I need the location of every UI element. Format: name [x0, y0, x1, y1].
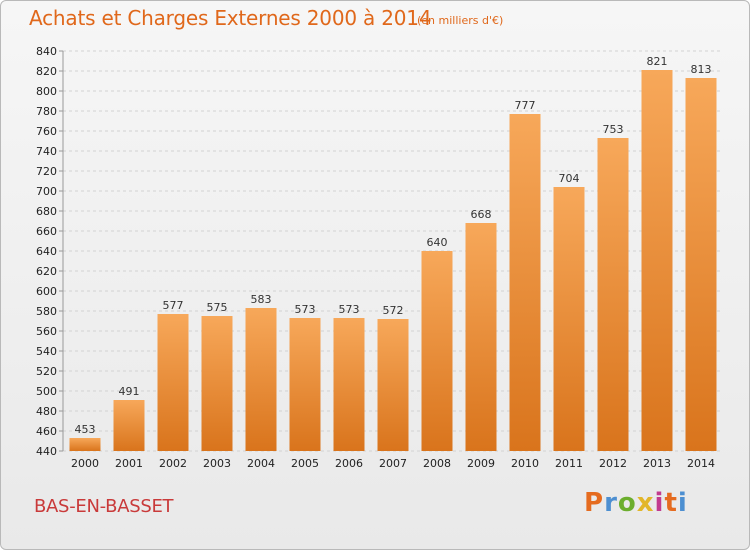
- y-tick-label: 440: [36, 445, 57, 458]
- x-tick-label: 2012: [599, 457, 627, 470]
- logo-letter: P: [584, 488, 605, 518]
- bar-2007: [377, 319, 409, 451]
- bar-2000: [69, 438, 101, 451]
- logo-letter: t: [664, 488, 678, 518]
- x-tick-label: 2010: [511, 457, 539, 470]
- x-tick-label: 2007: [379, 457, 407, 470]
- y-tick-label: 520: [36, 365, 57, 378]
- value-label: 640: [427, 236, 448, 249]
- x-tick-label: 2002: [159, 457, 187, 470]
- commune-name: BAS-EN-BASSET: [34, 496, 174, 517]
- y-tick-label: 540: [36, 345, 57, 358]
- y-tick-label: 780: [36, 105, 57, 118]
- value-label: 572: [383, 304, 404, 317]
- y-tick-label: 600: [36, 285, 57, 298]
- x-tick-label: 2000: [71, 457, 99, 470]
- y-tick-label: 760: [36, 125, 57, 138]
- y-tick-label: 820: [36, 65, 57, 78]
- bar-2004: [245, 308, 277, 451]
- y-axis-ticks: 440 460 480 500 520 540 560 580 600 620 640 660 680 7…: [36, 45, 57, 458]
- y-tick-label: 720: [36, 165, 57, 178]
- value-label: 821: [647, 55, 668, 68]
- bar-2014: [685, 78, 717, 451]
- y-tick-label: 640: [36, 245, 57, 258]
- bar-2013: [641, 70, 673, 451]
- bar-2006: [333, 318, 365, 451]
- logo-letter: r: [604, 488, 618, 518]
- logo-letter: o: [617, 488, 637, 518]
- bar-2010: [509, 114, 541, 451]
- y-tick-label: 460: [36, 425, 57, 438]
- x-tick-label: 2013: [643, 457, 671, 470]
- y-tick-label: 800: [36, 85, 57, 98]
- bar-2012: [597, 138, 629, 451]
- x-tick-label: 2001: [115, 457, 143, 470]
- value-label: 753: [603, 123, 624, 136]
- value-label: 583: [251, 293, 272, 306]
- y-tick-label: 500: [36, 385, 57, 398]
- y-tick-label: 580: [36, 305, 57, 318]
- x-tick-label: 2008: [423, 457, 451, 470]
- value-label: 573: [295, 303, 316, 316]
- x-tick-label: 2006: [335, 457, 363, 470]
- value-label: 453: [75, 423, 96, 436]
- proxiti-logo: Proxiti: [584, 488, 688, 518]
- bars: [69, 70, 717, 451]
- chart-subtitle: (en milliers d'€): [417, 14, 504, 27]
- bar-2008: [421, 251, 453, 451]
- y-tick-label: 700: [36, 185, 57, 198]
- y-tick-label: 660: [36, 225, 57, 238]
- bar-2003: [201, 316, 233, 451]
- y-tick-label: 560: [36, 325, 57, 338]
- y-tick-label: 680: [36, 205, 57, 218]
- value-label: 777: [515, 99, 536, 112]
- chart-title: Achats et Charges Externes 2000 à 2014: [29, 6, 432, 30]
- x-tick-label: 2005: [291, 457, 319, 470]
- y-tick-label: 740: [36, 145, 57, 158]
- logo-letter: i: [654, 488, 665, 518]
- value-label: 573: [339, 303, 360, 316]
- bar-2002: [157, 314, 189, 451]
- value-labels: 453 491 577 575 583 573 573 572 640 668 777 704 753 8…: [75, 55, 712, 436]
- x-tick-label: 2009: [467, 457, 495, 470]
- logo-letter: i: [677, 488, 688, 518]
- x-tick-label: 2011: [555, 457, 583, 470]
- x-axis-ticks: 2000 2001 2002 2003 2004 2005 2006 2007 2008 2009…: [71, 457, 715, 470]
- bar-2009: [465, 223, 497, 451]
- value-label: 575: [207, 301, 228, 314]
- bar-2011: [553, 187, 585, 451]
- value-label: 577: [163, 299, 184, 312]
- y-tick-label: 840: [36, 45, 57, 58]
- y-tick-label: 480: [36, 405, 57, 418]
- value-label: 668: [471, 208, 492, 221]
- x-tick-label: 2003: [203, 457, 231, 470]
- bar-2005: [289, 318, 321, 451]
- y-tick-label: 620: [36, 265, 57, 278]
- logo-letter: x: [636, 488, 655, 518]
- x-tick-label: 2014: [687, 457, 715, 470]
- value-label: 813: [691, 63, 712, 76]
- x-tick-label: 2004: [247, 457, 275, 470]
- value-label: 704: [559, 172, 580, 185]
- value-label: 491: [119, 385, 140, 398]
- bar-2001: [113, 400, 145, 451]
